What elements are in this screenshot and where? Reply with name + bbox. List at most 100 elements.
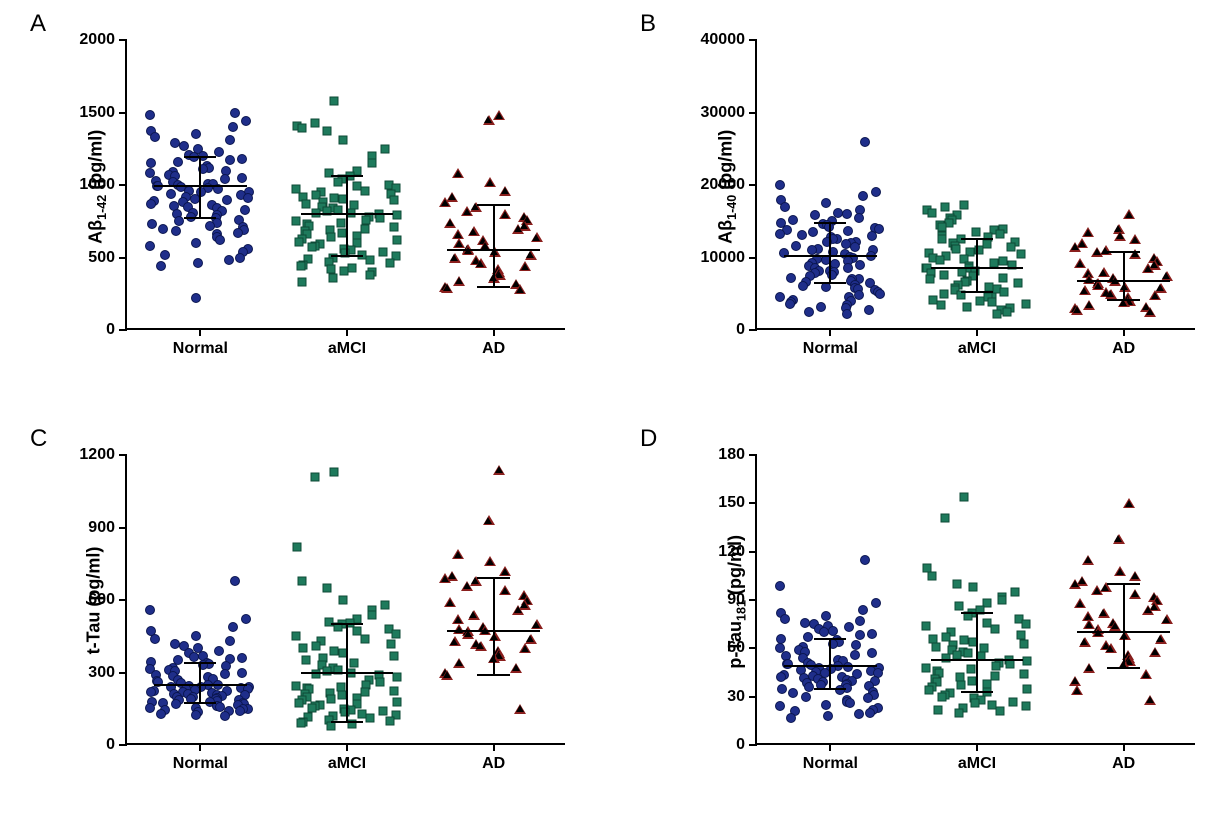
data-point bbox=[378, 707, 387, 716]
data-point bbox=[797, 230, 807, 240]
data-point bbox=[1074, 598, 1086, 608]
data-point bbox=[803, 632, 813, 642]
data-point bbox=[864, 305, 874, 315]
data-point bbox=[327, 265, 336, 274]
data-point bbox=[855, 630, 865, 640]
data-point bbox=[452, 614, 464, 624]
data-point bbox=[821, 611, 831, 621]
error-bar bbox=[346, 624, 348, 722]
data-point bbox=[993, 310, 1002, 319]
error-cap bbox=[184, 217, 216, 219]
data-point bbox=[214, 646, 224, 656]
panel-label-D: D bbox=[640, 425, 657, 453]
data-point bbox=[156, 261, 166, 271]
data-point bbox=[1149, 647, 1161, 657]
data-point bbox=[243, 193, 253, 203]
data-point bbox=[328, 273, 337, 282]
data-point bbox=[449, 636, 461, 646]
data-point bbox=[297, 719, 306, 728]
data-point bbox=[295, 237, 304, 246]
data-point bbox=[1149, 290, 1161, 300]
data-point bbox=[220, 174, 230, 184]
data-point bbox=[525, 634, 537, 644]
data-point bbox=[939, 270, 948, 279]
data-point bbox=[297, 262, 306, 271]
data-point bbox=[158, 224, 168, 234]
y-tick-label: 10000 bbox=[701, 249, 746, 267]
data-point bbox=[1142, 605, 1154, 615]
data-point bbox=[224, 255, 234, 265]
data-point bbox=[1105, 289, 1117, 299]
data-point bbox=[957, 681, 966, 690]
error-bar bbox=[1123, 252, 1125, 300]
error-cap bbox=[331, 623, 363, 625]
data-point bbox=[925, 275, 934, 284]
x-tick bbox=[829, 743, 831, 751]
data-point bbox=[237, 653, 247, 663]
data-point bbox=[1161, 614, 1173, 624]
y-axis-label-B: Aβ1-40 (pg/ml) bbox=[715, 130, 739, 244]
data-point bbox=[392, 673, 401, 682]
y-tick-label: 30000 bbox=[701, 104, 746, 122]
error-cap bbox=[477, 674, 509, 676]
data-point bbox=[531, 232, 543, 242]
data-point bbox=[1144, 307, 1156, 317]
data-point bbox=[999, 288, 1008, 297]
data-point bbox=[1005, 660, 1014, 669]
error-cap bbox=[331, 175, 363, 177]
data-point bbox=[174, 216, 184, 226]
y-tick-label: 150 bbox=[718, 494, 745, 512]
error-cap bbox=[961, 291, 993, 293]
data-point bbox=[439, 573, 451, 583]
data-point bbox=[357, 709, 366, 718]
data-point bbox=[953, 579, 962, 588]
data-point bbox=[228, 622, 238, 632]
error-bar bbox=[976, 239, 978, 292]
data-point bbox=[150, 634, 160, 644]
error-cap bbox=[814, 282, 846, 284]
data-point bbox=[439, 197, 451, 207]
data-point bbox=[392, 211, 401, 220]
data-point bbox=[483, 115, 495, 125]
data-point bbox=[191, 129, 201, 139]
data-point bbox=[241, 614, 251, 624]
error-bar bbox=[1123, 584, 1125, 668]
data-point bbox=[230, 108, 240, 118]
data-point bbox=[191, 293, 201, 303]
x-tick bbox=[199, 743, 201, 751]
y-tick bbox=[119, 744, 127, 746]
x-tick-label: AD bbox=[1112, 340, 1135, 358]
data-point bbox=[225, 135, 235, 145]
x-tick-label: aMCI bbox=[328, 340, 366, 358]
data-point bbox=[1006, 242, 1015, 251]
data-point bbox=[937, 300, 946, 309]
data-point bbox=[1013, 278, 1022, 287]
error-bar bbox=[976, 613, 978, 692]
data-point bbox=[858, 191, 868, 201]
y-tick-label: 0 bbox=[106, 321, 115, 339]
data-point bbox=[775, 581, 785, 591]
data-point bbox=[940, 513, 949, 522]
data-point bbox=[292, 542, 301, 551]
data-point bbox=[510, 663, 522, 673]
error-cap bbox=[477, 286, 509, 288]
data-point bbox=[452, 549, 464, 559]
data-point bbox=[1022, 620, 1031, 629]
data-point bbox=[788, 688, 798, 698]
data-point bbox=[1002, 307, 1011, 316]
data-point bbox=[329, 96, 338, 105]
data-point bbox=[386, 716, 395, 725]
data-point bbox=[940, 289, 949, 298]
data-point bbox=[191, 710, 201, 720]
data-point bbox=[842, 309, 852, 319]
data-point bbox=[1098, 608, 1110, 618]
data-point bbox=[1113, 534, 1125, 544]
data-point bbox=[871, 187, 881, 197]
data-point bbox=[777, 684, 787, 694]
data-point bbox=[531, 619, 543, 629]
data-point bbox=[514, 284, 526, 294]
error-cap bbox=[477, 577, 509, 579]
y-tick bbox=[749, 599, 757, 601]
data-point bbox=[863, 693, 873, 703]
data-point bbox=[166, 189, 176, 199]
